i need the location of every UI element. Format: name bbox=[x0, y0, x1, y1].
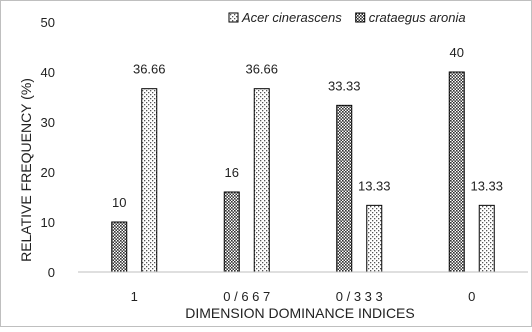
x-axis-title: DIMENSION DOMINANCE INDICES bbox=[185, 305, 414, 321]
legend: Acer cinerascens crataegus aronia bbox=[228, 10, 466, 25]
data-label: 40 bbox=[450, 45, 464, 60]
y-tick-labels: 0 10 20 30 40 50 bbox=[41, 15, 55, 280]
data-label: 13.33 bbox=[470, 178, 503, 193]
x-tick-label: 0 / 6 6 7 bbox=[223, 289, 270, 304]
bars bbox=[111, 71, 495, 273]
x-tick-label: 0 / 3 3 3 bbox=[336, 289, 383, 304]
legend-swatch bbox=[355, 12, 366, 23]
bar-dots-dense bbox=[336, 104, 353, 273]
data-label: 36.66 bbox=[133, 62, 166, 77]
data-label: 10 bbox=[112, 195, 126, 210]
y-tick-label: 0 bbox=[48, 265, 55, 280]
bar-dots-sparse bbox=[366, 204, 383, 273]
legend-label: crataegus aronia bbox=[369, 10, 466, 25]
y-tick-label: 30 bbox=[41, 115, 55, 130]
x-tick-label: 1 bbox=[131, 289, 138, 304]
y-tick-label: 10 bbox=[41, 215, 55, 230]
bar-dots-dense bbox=[223, 191, 240, 273]
data-labels: 10 36.66 16 36.66 33.33 13.33 40 13.33 bbox=[112, 45, 503, 210]
data-label: 16 bbox=[225, 165, 239, 180]
bar-dots-dense bbox=[111, 221, 128, 273]
data-label: 13.33 bbox=[358, 178, 391, 193]
legend-label: Acer cinerascens bbox=[241, 10, 342, 25]
y-tick-label: 50 bbox=[41, 15, 55, 30]
data-label: 36.66 bbox=[245, 62, 278, 77]
x-tick-label: 0 bbox=[468, 289, 475, 304]
y-tick-label: 40 bbox=[41, 65, 55, 80]
legend-swatch bbox=[228, 12, 239, 23]
bar-dots-sparse bbox=[253, 88, 270, 273]
y-tick-label: 20 bbox=[41, 165, 55, 180]
bar-dots-dense bbox=[448, 71, 465, 273]
bar-dots-sparse bbox=[141, 88, 158, 273]
bar-dots-sparse bbox=[478, 204, 495, 273]
x-tick-labels: 1 0 / 6 6 7 0 / 3 3 3 0 bbox=[131, 289, 476, 304]
y-axis-title: RELATIVE FREQUENCY (%) bbox=[18, 78, 34, 262]
data-label: 33.33 bbox=[328, 78, 361, 93]
